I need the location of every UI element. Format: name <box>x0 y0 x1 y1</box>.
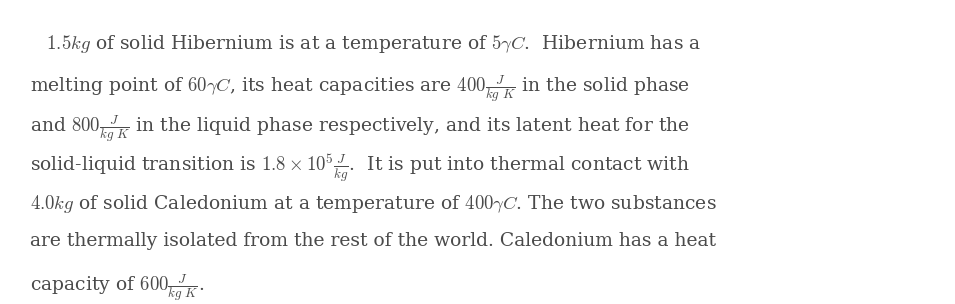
Text: melting point of $60°C$, its heat capacities are $400\frac{J}{kg\ K}$ in the sol: melting point of $60°C$, its heat capaci… <box>30 73 690 105</box>
Text: $\quad$$1.5\mathit{kg}$ of solid Hibernium is at a temperature of $5°C$.  Hibern: $\quad$$1.5\mathit{kg}$ of solid Hiberni… <box>30 33 701 55</box>
Text: are thermally isolated from the rest of the world. Caledonium has a heat: are thermally isolated from the rest of … <box>30 232 716 250</box>
Text: capacity of $600\frac{J}{kg\ K}$.: capacity of $600\frac{J}{kg\ K}$. <box>30 272 204 304</box>
Text: solid-liquid transition is $1.8 \times 10^5\frac{J}{kg}$.  It is put into therma: solid-liquid transition is $1.8 \times 1… <box>30 153 690 184</box>
Text: and $800\frac{J}{kg\ K}$ in the liquid phase respectively, and its latent heat f: and $800\frac{J}{kg\ K}$ in the liquid p… <box>30 113 690 145</box>
Text: $4.0\mathit{kg}$ of solid Caledonium at a temperature of $400°C$. The two substa: $4.0\mathit{kg}$ of solid Caledonium at … <box>30 192 716 215</box>
